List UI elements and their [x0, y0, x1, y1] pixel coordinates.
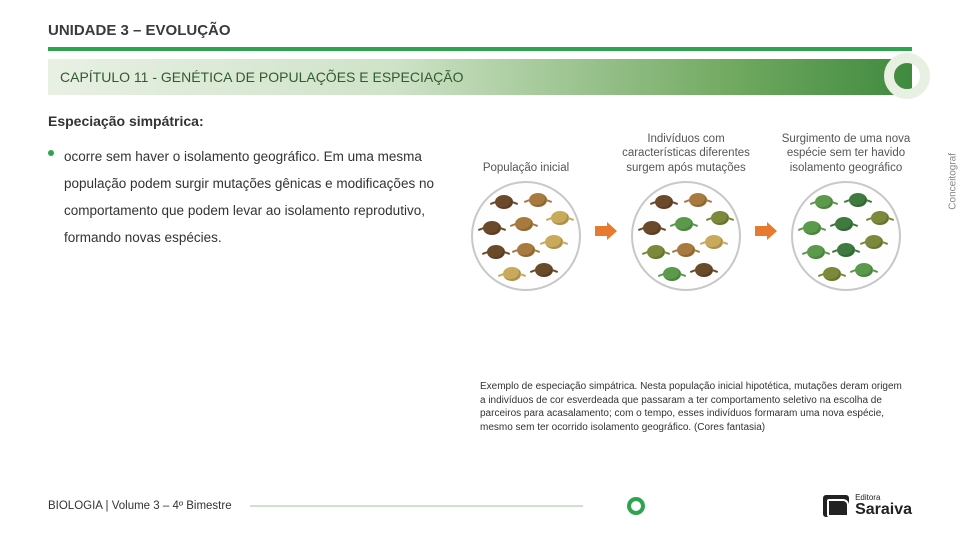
organism-icon — [823, 267, 841, 281]
organism-icon — [517, 243, 535, 257]
organism-icon — [655, 195, 673, 209]
organism-icon — [503, 267, 521, 281]
arrow-icon — [755, 222, 777, 240]
diagram-caption: Exemplo de especiação simpátrica. Nesta … — [480, 380, 904, 434]
chapter-ring-icon — [884, 53, 930, 99]
stage-2-label: Indivíduos com características diferente… — [621, 117, 751, 175]
diagram-stage-3: Surgimento de uma nova espécie sem ter h… — [781, 117, 911, 291]
diagram-stage-1: População inicial — [461, 117, 591, 291]
organism-icon — [705, 235, 723, 249]
organism-icon — [643, 221, 661, 235]
stage-1-label: População inicial — [483, 117, 569, 175]
speciation-diagram: População inicial Indivíduos com caracte… — [460, 117, 912, 291]
diagram-stage-2: Indivíduos com características diferente… — [621, 117, 751, 291]
footer-ring-icon — [627, 497, 645, 515]
organism-icon — [545, 235, 563, 249]
footer: BIOLOGIA | Volume 3 – 4º Bimestre Editor… — [48, 494, 912, 518]
organism-icon — [837, 243, 855, 257]
text-column: Especiação simpátrica: ocorre sem haver … — [48, 113, 448, 291]
organism-icon — [695, 263, 713, 277]
diagram-column: Conceitograf População inicial — [460, 113, 912, 291]
organism-icon — [515, 217, 533, 231]
organism-icon — [487, 245, 505, 259]
organism-icon — [551, 211, 569, 225]
stage-3-label: Surgimento de uma nova espécie sem ter h… — [781, 117, 911, 175]
content-row: Especiação simpátrica: ocorre sem haver … — [0, 95, 960, 291]
organism-icon — [495, 195, 513, 209]
organism-icon — [711, 211, 729, 225]
population-circle-1 — [471, 181, 581, 291]
book-icon — [823, 495, 849, 517]
organism-icon — [675, 217, 693, 231]
population-circle-3 — [791, 181, 901, 291]
title-underline — [48, 47, 912, 51]
organism-icon — [803, 221, 821, 235]
organism-icon — [807, 245, 825, 259]
subheading: Especiação simpátrica: — [48, 113, 448, 129]
logo-big-text: Saraiva — [855, 502, 912, 518]
footer-line — [250, 505, 805, 507]
bullet-dot-icon — [48, 150, 54, 156]
organism-icon — [689, 193, 707, 207]
organism-icon — [535, 263, 553, 277]
organism-icon — [849, 193, 867, 207]
organism-icon — [871, 211, 889, 225]
organism-icon — [663, 267, 681, 281]
organism-icon — [815, 195, 833, 209]
organism-icon — [835, 217, 853, 231]
population-circle-2 — [631, 181, 741, 291]
chapter-bar: CAPÍTULO 11 - GENÉTICA DE POPULAÇÕES E E… — [48, 59, 912, 95]
publisher-logo: Editora Saraiva — [823, 494, 912, 518]
organism-icon — [529, 193, 547, 207]
bullet-text: ocorre sem haver o isolamento geográfico… — [64, 143, 448, 251]
image-credit: Conceitograf — [948, 153, 959, 210]
organism-icon — [647, 245, 665, 259]
unit-title: UNIDADE 3 – EVOLUÇÃO — [0, 0, 960, 47]
organism-icon — [677, 243, 695, 257]
footer-text: BIOLOGIA | Volume 3 – 4º Bimestre — [48, 500, 232, 512]
chapter-title: CAPÍTULO 11 - GENÉTICA DE POPULAÇÕES E E… — [60, 69, 464, 85]
bullet-item: ocorre sem haver o isolamento geográfico… — [48, 143, 448, 251]
organism-icon — [855, 263, 873, 277]
arrow-icon — [595, 222, 617, 240]
organism-icon — [483, 221, 501, 235]
organism-icon — [865, 235, 883, 249]
